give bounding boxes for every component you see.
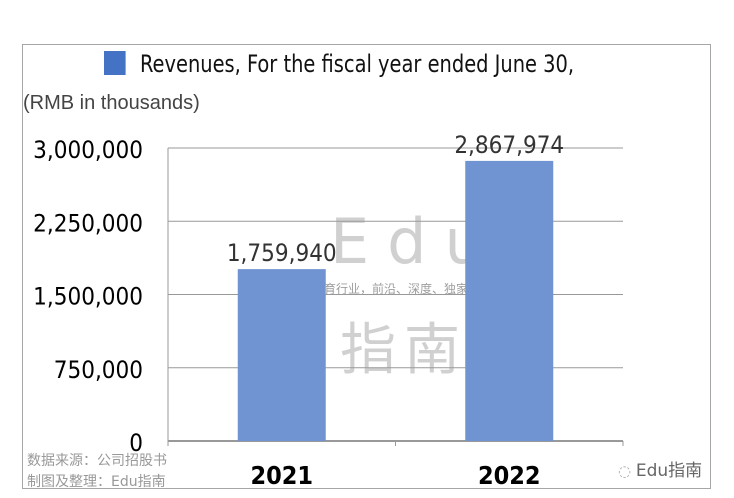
- legend-swatch: [104, 51, 126, 75]
- source-line-1: 数据来源：公司招股书: [27, 453, 167, 469]
- legend-label: Revenues, For the fiscal year ended June…: [140, 50, 575, 78]
- y-tick-label: 1,500,000: [33, 283, 143, 311]
- x-tick-label: 2022: [478, 461, 541, 490]
- watermark-title: Edu: [330, 205, 502, 278]
- bar-2021: [237, 269, 326, 441]
- watermark-tagline: 教育行业，前沿、深度、独家: [312, 282, 469, 296]
- y-tick-label: 3,000,000: [33, 136, 143, 164]
- x-tick-label: 2021: [250, 461, 313, 490]
- bar-2022: [465, 160, 554, 442]
- legend: Revenues, For the fiscal year ended June…: [104, 50, 574, 78]
- y-tick-label: 0: [129, 429, 143, 457]
- y-tick-label: 2,250,000: [33, 209, 143, 237]
- source-line-2: 制图及整理：Edu指南: [27, 474, 166, 490]
- brand: ◌ Edu指南: [618, 456, 702, 481]
- chart-frame: [22, 44, 711, 489]
- y-axis-unit: (RMB in thousands): [23, 92, 200, 114]
- brand-label: Edu指南: [635, 461, 703, 481]
- wechat-icon: ◌: [618, 462, 636, 480]
- data-label: 2,867,974: [454, 131, 564, 159]
- watermark-sub: 指南: [340, 318, 468, 383]
- data-label: 1,759,940: [227, 239, 337, 267]
- y-tick-label: 750,000: [54, 356, 143, 384]
